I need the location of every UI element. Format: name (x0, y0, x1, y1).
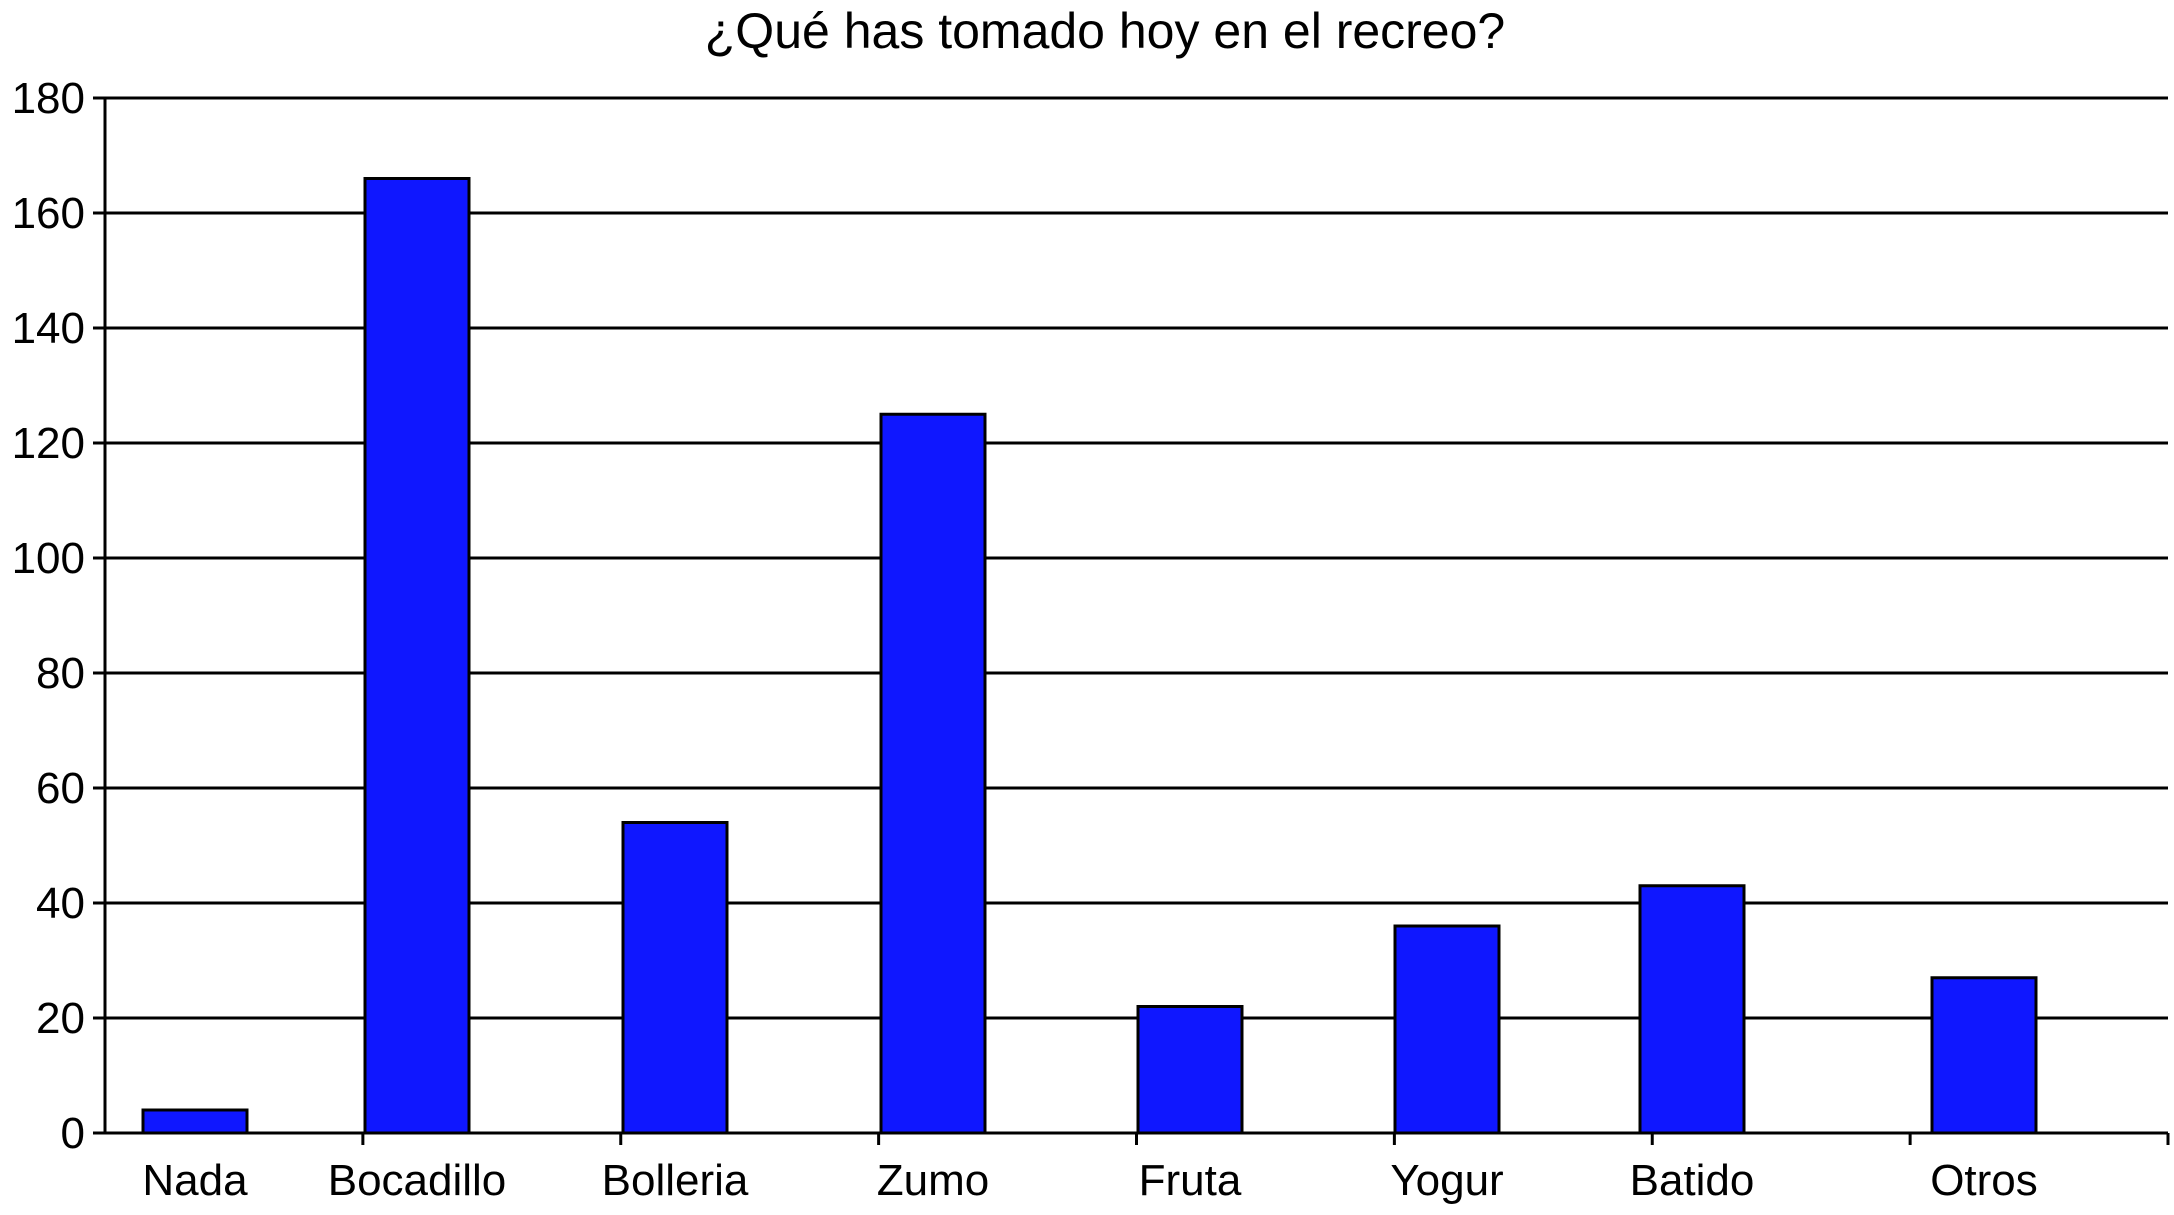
y-axis-ticks: 0 20 40 60 80 100 120 140 160 180 (12, 74, 105, 1158)
bars (141, 177, 2038, 1135)
x-tick-label-bolleria: Bolleria (602, 1156, 749, 1205)
y-tick-label-60: 60 (36, 764, 85, 813)
bar-bolleria (621, 821, 729, 1135)
x-axis-ticks: Nada Bocadillo Bolleria Zumo Fruta Yogur Batid… (142, 1133, 2170, 1205)
y-tick-label-160: 160 (12, 189, 85, 238)
x-tick-label-fruta: Fruta (1139, 1156, 1242, 1205)
bar-fruta (1136, 1005, 1244, 1135)
bar-bocadillo (363, 177, 471, 1135)
bar-otros (1930, 976, 2038, 1135)
bar-nada (141, 1108, 249, 1135)
bar-zumo (879, 412, 987, 1135)
x-tick-label-otros: Otros (1930, 1156, 2038, 1205)
y-tick-label-0: 0 (61, 1109, 85, 1158)
bar-yogur (1393, 924, 1501, 1135)
x-tick-label-bocadillo: Bocadillo (328, 1156, 507, 1205)
x-tick-label-yogur: Yogur (1390, 1156, 1503, 1205)
bar-batido (1638, 884, 1746, 1135)
y-tick-label-40: 40 (36, 879, 85, 928)
chart-title: ¿Qué has tomado hoy en el recreo? (705, 3, 1505, 59)
y-tick-label-180: 180 (12, 74, 85, 123)
y-tick-label-20: 20 (36, 994, 85, 1043)
y-tick-label-120: 120 (12, 419, 85, 468)
x-tick-label-batido: Batido (1630, 1156, 1755, 1205)
y-tick-label-80: 80 (36, 649, 85, 698)
y-tick-label-140: 140 (12, 304, 85, 353)
y-tick-label-100: 100 (12, 534, 85, 583)
x-tick-label-nada: Nada (142, 1156, 248, 1205)
x-tick-label-zumo: Zumo (877, 1156, 989, 1205)
